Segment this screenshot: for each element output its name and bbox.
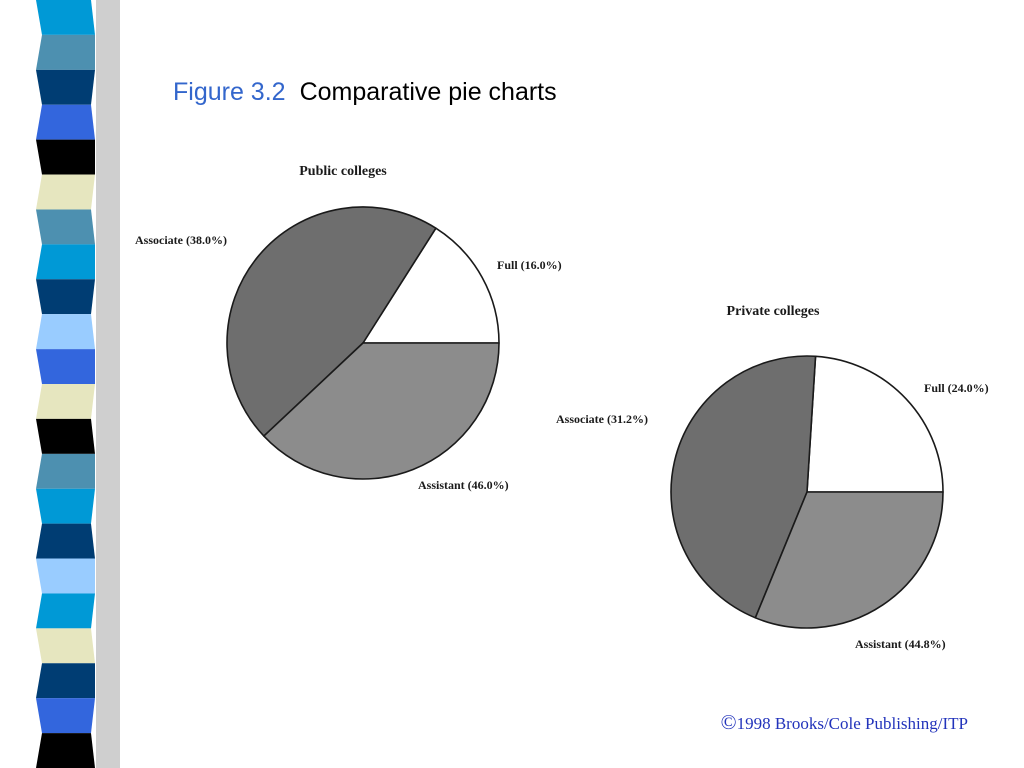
slice-label-associate: Associate (38.0%) [135,233,227,247]
pie-chart-private-colleges: Private colleges Full (24.0%) Assistant … [556,304,989,651]
pie-chart-public-colleges: Public colleges Full (16.0%) Assistant (… [135,164,562,492]
stripe-segment [36,593,95,629]
pie-slice-assistant [226,206,437,437]
decorative-stripe-bar [36,0,120,768]
stripe-segment [36,349,95,384]
stripe-segment [36,453,95,489]
slice-label-full: Full (24.0%) [924,381,989,395]
stripe-segment [36,34,95,70]
pie-slice-full [806,355,944,493]
slice-label-assistant: Assistant (46.0%) [418,478,509,492]
stripe-segment [36,314,95,350]
figure-title: Comparative pie charts [299,78,557,106]
pie-slice-full [362,227,500,344]
copyright-notice: ©1998 Brooks/Cole Publishing/ITP [721,710,968,735]
stripe-segment [36,244,95,280]
stripe-segment [36,209,95,245]
stripe-segment [36,558,95,594]
stripe-segment [36,663,95,699]
slice-label-associate: Associate (31.2%) [556,412,648,426]
slice-label-full: Full (16.0%) [497,258,562,272]
stripe-segment [36,104,95,140]
stripe-segment [36,488,95,524]
pie-slice-assistant [670,355,817,619]
stripe-segment [36,628,95,664]
stripe-segment [36,698,95,734]
pie-title-public-colleges: Public colleges [299,164,387,179]
pie-title-private-colleges: Private colleges [727,304,820,319]
copyright-text: 1998 Brooks/Cole Publishing/ITP [736,714,968,733]
stripe-segment [36,174,95,210]
stripe-segment [36,69,95,105]
stripe-segment [36,523,95,559]
stripe-segment [36,733,95,768]
stripe-segment [36,279,95,315]
pie-slice-associate [263,342,500,480]
pie-slice-associate [754,491,944,629]
figure-label: Figure 3.2 [173,78,286,106]
stripe-shadow [96,0,120,768]
slice-label-assistant: Assistant (44.8%) [855,637,946,651]
stripe-segment [36,0,95,35]
copyright-symbol: © [720,710,737,734]
slide-title: Figure 3.2 Comparative pie charts [173,76,557,108]
stripe-segment [36,139,95,175]
stripe-segment [36,418,95,454]
stripe-segment [36,384,95,419]
